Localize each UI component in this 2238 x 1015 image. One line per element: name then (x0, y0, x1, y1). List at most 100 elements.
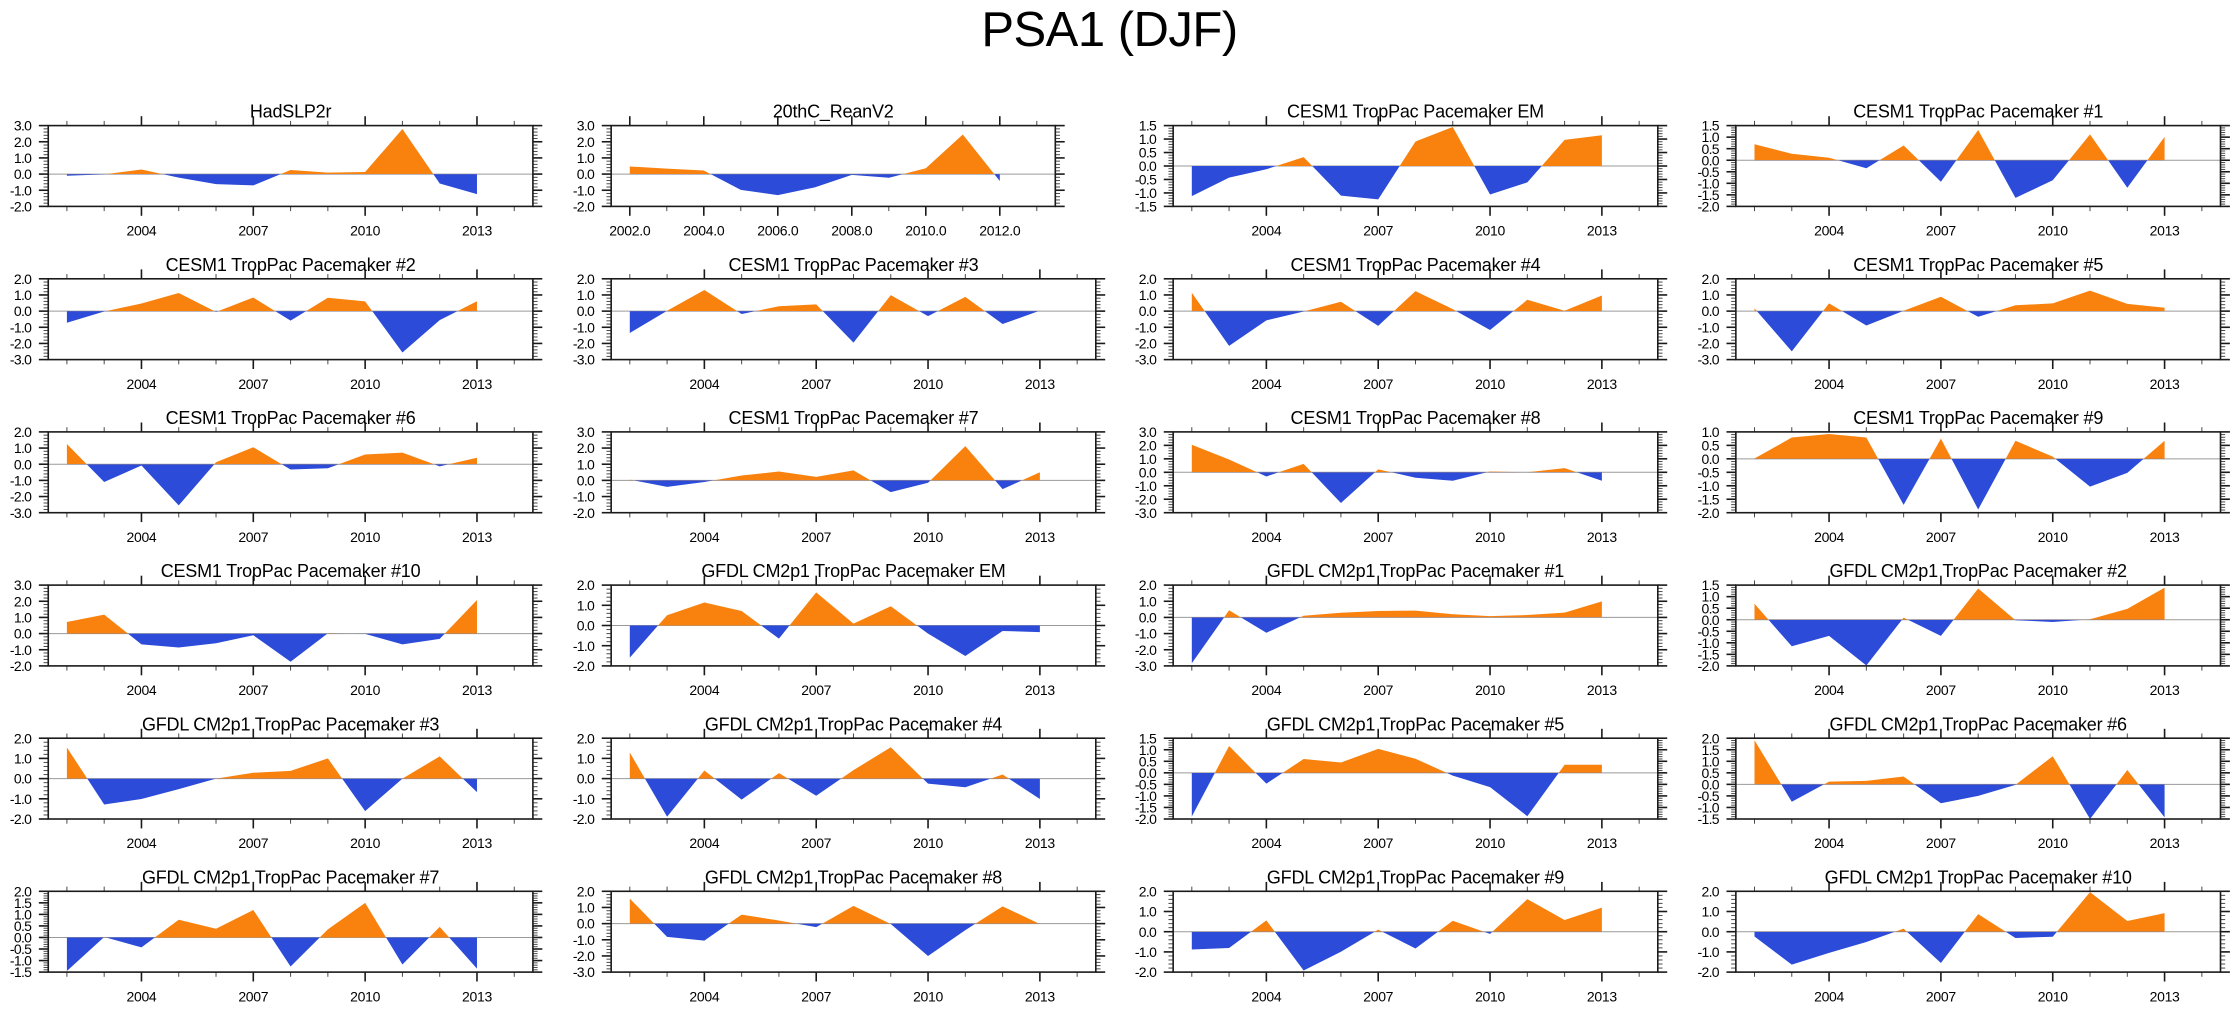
svg-text:0.0: 0.0 (14, 456, 32, 472)
svg-text:2013: 2013 (1587, 376, 1617, 392)
svg-text:-2.0: -2.0 (1698, 336, 1720, 352)
svg-text:2004: 2004 (689, 835, 719, 851)
svg-text:2010: 2010 (2038, 988, 2068, 1004)
svg-text:1.0: 1.0 (1139, 131, 1157, 147)
svg-text:1.0: 1.0 (14, 906, 32, 922)
svg-text:0.0: 0.0 (1701, 303, 1719, 319)
svg-text:1.0: 1.0 (577, 150, 595, 166)
svg-text:CESM1 TropPac Pacemaker #4: CESM1 TropPac Pacemaker #4 (1291, 255, 1541, 275)
svg-text:-0.5: -0.5 (1698, 164, 1720, 180)
svg-text:2007: 2007 (801, 835, 831, 851)
svg-text:-3.0: -3.0 (10, 505, 32, 521)
svg-text:0.0: 0.0 (1139, 158, 1157, 174)
svg-text:2007: 2007 (238, 529, 268, 545)
svg-text:2004: 2004 (1251, 835, 1281, 851)
svg-text:2007: 2007 (1926, 223, 1956, 239)
svg-text:0.5: 0.5 (1701, 600, 1719, 616)
svg-text:0.0: 0.0 (1701, 776, 1719, 792)
svg-text:-1.0: -1.0 (1698, 635, 1720, 651)
svg-text:0.0: 0.0 (577, 618, 595, 634)
svg-text:2010: 2010 (2038, 682, 2068, 698)
svg-text:1.0: 1.0 (1139, 742, 1157, 758)
svg-text:2013: 2013 (1587, 223, 1617, 239)
svg-text:-2.0: -2.0 (10, 199, 32, 215)
svg-text:20thC_ReanV2: 20thC_ReanV2 (773, 102, 894, 123)
svg-text:2010: 2010 (350, 835, 380, 851)
svg-text:2004: 2004 (1251, 988, 1281, 1004)
svg-text:2010: 2010 (1475, 988, 1505, 1004)
svg-text:-1.5: -1.5 (1135, 800, 1157, 816)
svg-text:2013: 2013 (1025, 682, 1055, 698)
svg-text:CESM1 TropPac Pacemaker EM: CESM1 TropPac Pacemaker EM (1287, 102, 1544, 122)
svg-text:2012.0: 2012.0 (979, 223, 1021, 239)
svg-text:2013: 2013 (2150, 223, 2180, 239)
svg-text:2007: 2007 (1363, 223, 1393, 239)
svg-text:-0.5: -0.5 (1135, 776, 1157, 792)
svg-text:2004: 2004 (1814, 682, 1844, 698)
svg-text:2013: 2013 (1025, 376, 1055, 392)
svg-text:-1.0: -1.0 (10, 472, 32, 488)
svg-text:CESM1 TropPac Pacemaker #8: CESM1 TropPac Pacemaker #8 (1291, 408, 1541, 428)
svg-text:0.0: 0.0 (14, 930, 32, 946)
svg-text:-1.0: -1.0 (573, 489, 595, 505)
svg-text:-0.5: -0.5 (1698, 623, 1720, 639)
svg-text:2006.0: 2006.0 (757, 223, 799, 239)
svg-text:-1.0: -1.0 (1698, 800, 1720, 816)
svg-text:2007: 2007 (1926, 376, 1956, 392)
svg-text:PSA1 (DJF): PSA1 (DJF) (981, 3, 1237, 57)
svg-text:2010: 2010 (350, 988, 380, 1004)
svg-text:2007: 2007 (238, 988, 268, 1004)
svg-text:2004: 2004 (126, 223, 156, 239)
svg-text:2010: 2010 (350, 223, 380, 239)
svg-text:0.0: 0.0 (1139, 303, 1157, 319)
svg-text:1.0: 1.0 (14, 751, 32, 767)
svg-text:GFDL CM2p1 TropPac Pacemaker #: GFDL CM2p1 TropPac Pacemaker #9 (1267, 867, 1564, 887)
svg-text:2010: 2010 (2038, 835, 2068, 851)
svg-text:-1.0: -1.0 (1135, 944, 1157, 960)
svg-text:2.0: 2.0 (577, 134, 595, 150)
svg-text:1.0: 1.0 (1701, 287, 1719, 303)
svg-text:-1.5: -1.5 (1698, 811, 1720, 827)
svg-text:2010: 2010 (1475, 223, 1505, 239)
svg-text:2013: 2013 (1587, 835, 1617, 851)
svg-text:2010: 2010 (913, 529, 943, 545)
svg-text:2007: 2007 (238, 376, 268, 392)
svg-text:GFDL CM2p1 TropPac Pacemaker #: GFDL CM2p1 TropPac Pacemaker #4 (705, 714, 1002, 734)
svg-text:-3.0: -3.0 (1135, 505, 1157, 521)
svg-text:0.0: 0.0 (14, 166, 32, 182)
svg-text:-2.0: -2.0 (10, 658, 32, 674)
svg-text:-1.0: -1.0 (1135, 319, 1157, 335)
svg-text:2013: 2013 (2150, 835, 2180, 851)
svg-text:0.5: 0.5 (14, 918, 32, 934)
svg-text:-0.5: -0.5 (1698, 464, 1720, 480)
svg-text:3.0: 3.0 (577, 118, 595, 134)
svg-text:1.0: 1.0 (577, 597, 595, 613)
svg-text:1.5: 1.5 (1701, 742, 1719, 758)
svg-text:0.0: 0.0 (1701, 451, 1719, 467)
svg-text:2007: 2007 (801, 988, 831, 1004)
svg-text:2010: 2010 (350, 376, 380, 392)
svg-text:-1.0: -1.0 (1135, 788, 1157, 804)
svg-text:2004: 2004 (126, 376, 156, 392)
svg-text:2004: 2004 (689, 376, 719, 392)
svg-text:2.0: 2.0 (577, 883, 595, 899)
svg-text:2.0: 2.0 (577, 271, 595, 287)
svg-text:-2.0: -2.0 (10, 336, 32, 352)
svg-text:1.5: 1.5 (1139, 118, 1157, 134)
svg-text:2013: 2013 (1587, 529, 1617, 545)
svg-text:-3.0: -3.0 (1135, 352, 1157, 368)
svg-text:-2.0: -2.0 (1698, 658, 1720, 674)
svg-text:0.5: 0.5 (1701, 141, 1719, 157)
svg-text:-1.0: -1.0 (10, 319, 32, 335)
svg-text:2013: 2013 (462, 529, 492, 545)
svg-text:-1.0: -1.0 (10, 953, 32, 969)
svg-text:2013: 2013 (2150, 376, 2180, 392)
svg-text:GFDL CM2p1 TropPac Pacemaker #: GFDL CM2p1 TropPac Pacemaker #5 (1267, 714, 1564, 734)
svg-text:2010: 2010 (913, 682, 943, 698)
svg-text:GFDL CM2p1 TropPac Pacemaker #: GFDL CM2p1 TropPac Pacemaker #6 (1830, 714, 2127, 734)
svg-text:-1.0: -1.0 (573, 791, 595, 807)
svg-text:-1.0: -1.0 (1698, 944, 1720, 960)
svg-text:2.0: 2.0 (14, 271, 32, 287)
svg-text:2013: 2013 (462, 682, 492, 698)
svg-text:GFDL CM2p1 TropPac Pacemaker #: GFDL CM2p1 TropPac Pacemaker #10 (1825, 867, 2132, 887)
